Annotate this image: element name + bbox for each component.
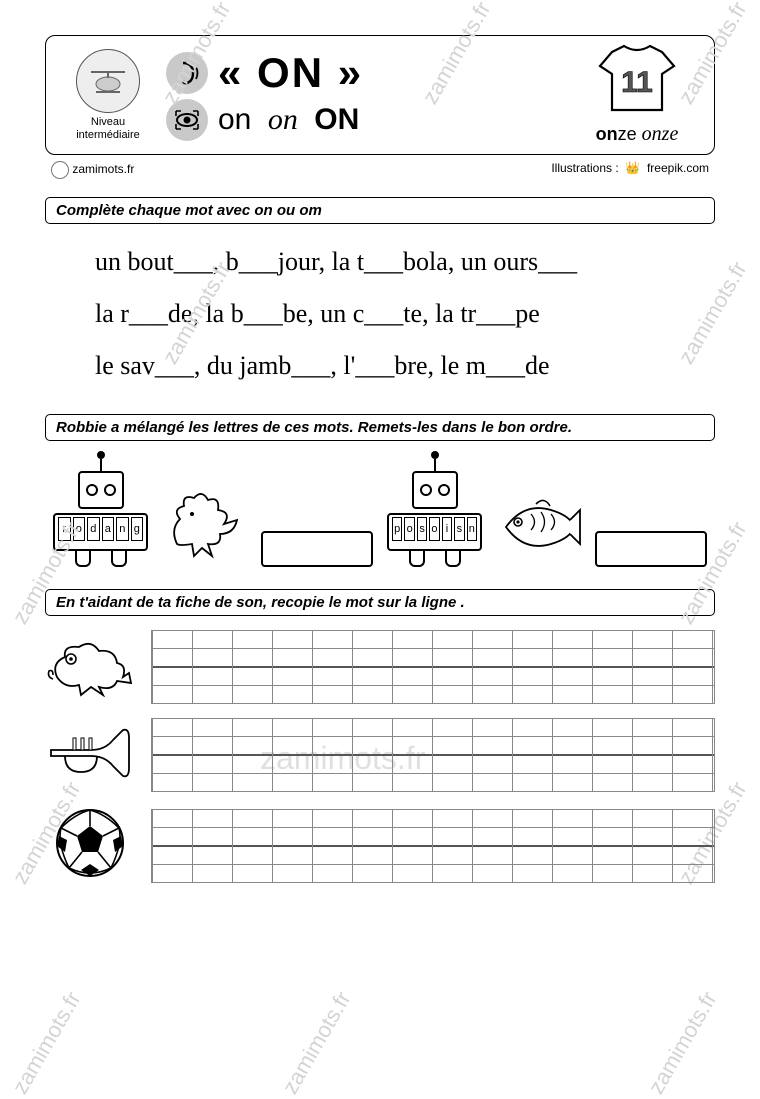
- ear-icon: [166, 52, 208, 94]
- onze-label: onze onze: [572, 123, 702, 146]
- robot1-letters: rodang: [53, 513, 148, 551]
- ex1-instruction: Complète chaque mot avec on ou om: [45, 197, 715, 224]
- robot-2: posoisn: [387, 451, 482, 567]
- answer-box-1[interactable]: [261, 531, 373, 567]
- writing-grid-3[interactable]: [151, 809, 715, 883]
- robot2-letters: posoisn: [387, 513, 482, 551]
- write-row-1: [45, 630, 715, 704]
- trumpet-icon: [45, 724, 135, 787]
- watermark: zamimots.fr: [7, 987, 86, 1098]
- fish-icon: [496, 492, 581, 567]
- write-row-3: [45, 806, 715, 885]
- writing-grid-1[interactable]: [151, 630, 715, 704]
- ex2-instruction: Robbie a mélangé les lettres de ces mots…: [45, 414, 715, 441]
- svg-text:11: 11: [621, 66, 653, 99]
- ex1-lines: un bout___, b___jour, la t___bola, un ou…: [45, 224, 715, 396]
- write-row-2: [45, 718, 715, 792]
- level-column: Niveau intermédiaire: [58, 49, 158, 141]
- helicopter-icon: [76, 49, 140, 113]
- shirt-column: 11 onze onze: [572, 44, 702, 146]
- site-credit: zamimots.fr: [51, 161, 134, 179]
- ex3-instruction: En t'aidant de ta fiche de son, recopie …: [45, 589, 715, 616]
- credits-row: zamimots.fr Illustrations : 👑 freepik.co…: [45, 155, 715, 179]
- ex1-line1: un bout___, b___jour, la t___bola, un ou…: [95, 236, 685, 288]
- sound-column: « ON » on on ON: [166, 47, 564, 143]
- watermark: zamimots.fr: [643, 987, 722, 1098]
- robot-1: rodang: [53, 451, 148, 567]
- writing-grid-2[interactable]: [151, 718, 715, 792]
- watermark: zamimots.fr: [277, 987, 356, 1098]
- sound-variants: on on ON: [218, 103, 371, 137]
- illustration-credit: Illustrations : 👑 freepik.com: [551, 161, 709, 179]
- level-label: Niveau intermédiaire: [58, 116, 158, 141]
- answer-box-2[interactable]: [595, 531, 707, 567]
- eye-icon: [166, 99, 208, 141]
- ex1-line2: la r___de, la b___be, un c___te, la tr__…: [95, 288, 685, 340]
- soccer-ball-icon: [45, 806, 135, 885]
- ex1-line3: le sav___, du jamb___, l'___bre, le m___…: [95, 340, 685, 392]
- header-box: Niveau intermédiaire « ON » on on ON: [45, 35, 715, 155]
- sound-title: « ON »: [218, 49, 363, 97]
- dragon-icon: [162, 484, 247, 567]
- robbie-row: rodang posoisn: [45, 441, 715, 571]
- shirt-icon: 11: [592, 44, 682, 121]
- chameleon-icon: [45, 633, 135, 702]
